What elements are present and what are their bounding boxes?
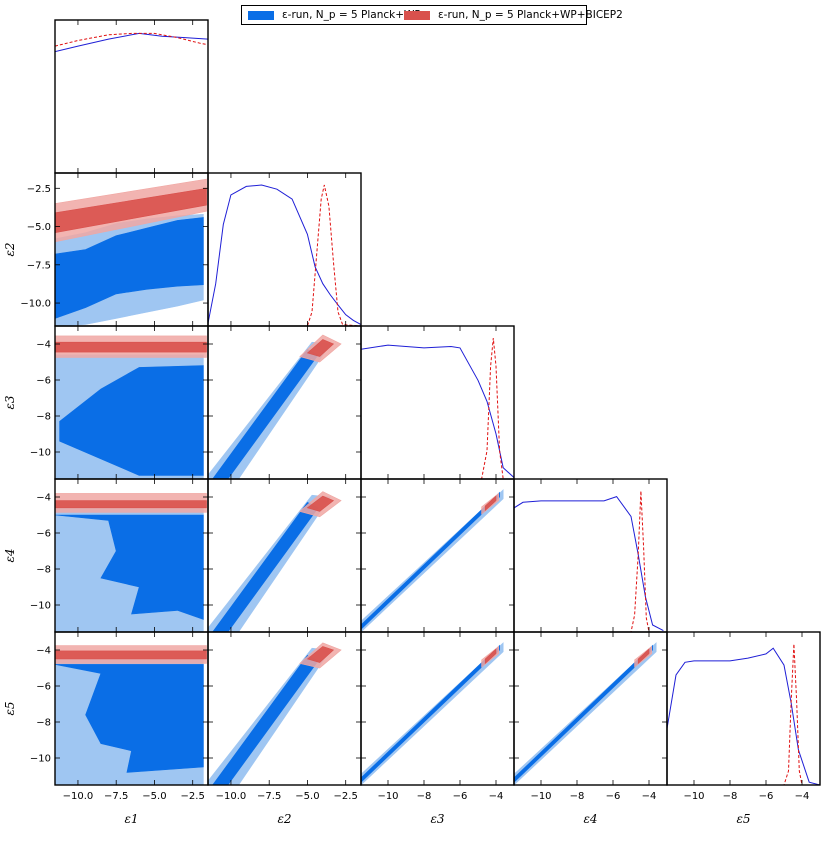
y-tick-label: −10	[30, 448, 51, 459]
contour-planck-wp-68	[59, 365, 204, 476]
x-tick-label: −6	[759, 791, 774, 802]
contour-bicep2-68	[306, 495, 335, 512]
x-axis-label-ε5: ε5	[736, 812, 750, 826]
marginal-bicep2-line	[514, 490, 667, 632]
contour-planck-wp-68	[55, 514, 204, 620]
legend-label-planck-wp: ε-run, N_p = 5 Planck+WP	[282, 9, 421, 21]
contour-bicep2-68	[55, 500, 207, 509]
legend-item-bicep2: ε-run, N_p = 5 Planck+WP+BICEP2	[404, 8, 623, 22]
marginal-bicep2-line	[667, 643, 820, 785]
x-tick-label: −6	[606, 791, 621, 802]
x-tick-label: −4	[489, 791, 504, 802]
panel-ε4-vs-ε2	[208, 491, 342, 632]
x-tick-label: −10.0	[63, 791, 94, 802]
panel-ε4-vs-ε1	[55, 493, 207, 632]
x-tick-label: −6	[453, 791, 468, 802]
marginal-planck-wp-line	[514, 496, 664, 632]
x-tick-label: −7.5	[104, 791, 128, 802]
contour-bicep2-68	[306, 646, 335, 663]
contour-planck-wp-68	[361, 644, 500, 783]
x-tick-label: −5.0	[295, 791, 319, 802]
panel-ε5-vs-ε2	[208, 642, 342, 785]
marginal-bicep2-line	[361, 337, 514, 479]
x-tick-label: −10.0	[216, 791, 247, 802]
panel-marginal-ε4	[514, 490, 667, 632]
x-tick-label: −8	[570, 791, 585, 802]
panel-marginal-ε2	[208, 184, 361, 326]
contour-planck-wp-68	[212, 349, 319, 479]
contour-bicep2-68	[484, 495, 497, 512]
marginal-planck-wp-line	[208, 184, 361, 326]
contour-planck-wp-68	[55, 217, 204, 319]
y-axis-label-ε4: ε4	[3, 548, 17, 562]
y-tick-label: −6	[36, 682, 51, 693]
x-axis-label-ε4: ε4	[583, 812, 597, 826]
x-axis-label-ε3: ε3	[430, 812, 444, 826]
marginal-planck-wp-line	[667, 647, 820, 785]
y-tick-label: −8	[36, 565, 51, 576]
x-tick-label: −10	[683, 791, 704, 802]
panel-frame	[513, 478, 668, 633]
contour-bicep2-68	[484, 648, 497, 665]
y-axis-label-ε5: ε5	[3, 701, 17, 715]
legend-label-bicep2: ε-run, N_p = 5 Planck+WP+BICEP2	[438, 9, 623, 21]
x-tick-label: −8	[723, 791, 738, 802]
panel-frame	[360, 325, 515, 480]
x-axis-label-ε1: ε1	[124, 812, 138, 826]
x-tick-label: −4	[642, 791, 657, 802]
panel-ε3-vs-ε2	[208, 334, 342, 479]
panel-marginal-ε1	[55, 32, 208, 53]
y-tick-label: −4	[36, 646, 51, 657]
y-axis-label-ε3: ε3	[3, 395, 17, 409]
y-tick-label: −10	[30, 601, 51, 612]
contour-bicep2-68	[55, 341, 207, 353]
y-tick-label: −8	[36, 412, 51, 423]
contour-planck-wp-68	[514, 644, 653, 783]
y-axis-label-ε2: ε2	[3, 242, 17, 256]
y-tick-label: −5.0	[27, 222, 51, 233]
y-tick-label: −2.5	[27, 184, 51, 195]
panel-ε4-vs-ε3	[361, 489, 504, 632]
x-tick-label: −2.5	[181, 791, 205, 802]
marginal-planck-wp-line	[55, 32, 208, 53]
legend: ε-run, N_p = 5 Planck+WP ε-run, N_p = 5 …	[241, 5, 623, 25]
x-tick-label: −5.0	[142, 791, 166, 802]
x-tick-label: −10	[530, 791, 551, 802]
contour-planck-wp-68	[212, 655, 319, 785]
x-axis-label-ε2: ε2	[277, 812, 291, 826]
panel-ε5-vs-ε1	[55, 645, 207, 785]
panel-marginal-ε5	[667, 643, 820, 785]
y-tick-label: −6	[36, 376, 51, 387]
contour-bicep2-68	[306, 339, 335, 357]
panel-frame	[54, 19, 209, 174]
x-tick-label: −2.5	[334, 791, 358, 802]
legend-swatch-red	[404, 10, 430, 20]
marginal-bicep2-line	[208, 184, 361, 326]
y-tick-label: −10	[30, 754, 51, 765]
legend-item-planck-wp: ε-run, N_p = 5 Planck+WP	[248, 8, 421, 22]
y-tick-label: −6	[36, 529, 51, 540]
x-tick-label: −7.5	[257, 791, 281, 802]
panel-ε3-vs-ε1	[55, 335, 207, 479]
contour-planck-wp-68	[361, 491, 500, 630]
y-tick-label: −8	[36, 718, 51, 729]
y-tick-label: −4	[36, 493, 51, 504]
contour-planck-wp-68	[55, 664, 204, 773]
y-tick-label: −4	[36, 340, 51, 351]
contour-planck-wp-68	[212, 502, 319, 632]
x-tick-label: −8	[417, 791, 432, 802]
legend-swatch-blue	[248, 10, 274, 20]
panel-ε5-vs-ε3	[361, 642, 504, 785]
panel-marginal-ε3	[361, 337, 514, 479]
panel-frame	[666, 631, 821, 786]
contour-bicep2-68	[55, 650, 207, 660]
contour-bicep2-68	[637, 648, 650, 665]
y-tick-label: −7.5	[27, 260, 51, 271]
x-tick-label: −10	[377, 791, 398, 802]
x-tick-label: −4	[795, 791, 810, 802]
panel-ε5-vs-ε4	[514, 642, 657, 785]
y-tick-label: −10.0	[20, 299, 51, 310]
panel-ε2-vs-ε1	[55, 178, 207, 326]
